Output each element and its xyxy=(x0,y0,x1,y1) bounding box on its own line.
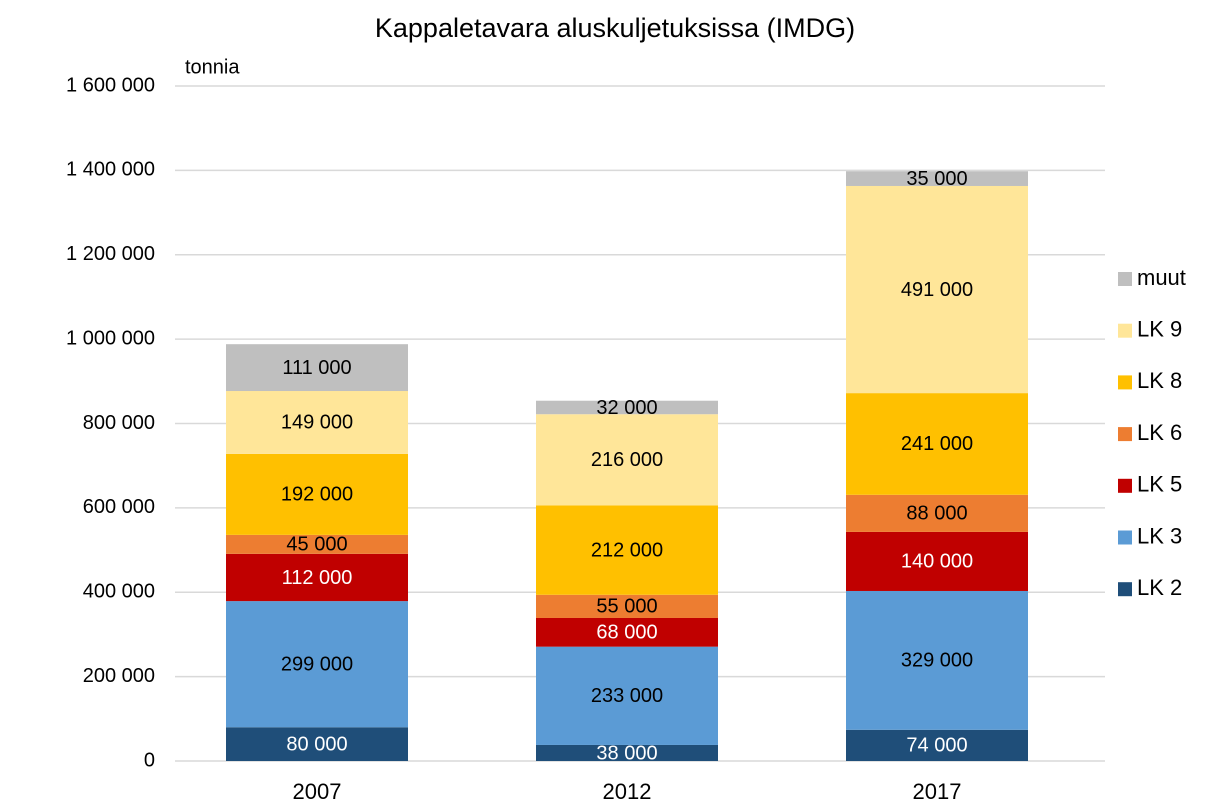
legend-swatch xyxy=(1118,375,1132,390)
data-label: 140 000 xyxy=(901,551,973,573)
bar-segment xyxy=(846,590,1028,730)
data-label: 329 000 xyxy=(901,650,973,672)
bar-segment xyxy=(226,601,408,728)
y-tick-label: 600 000 xyxy=(83,496,155,518)
legend-label: LK 6 xyxy=(1137,420,1182,445)
y-tick-label: 1 400 000 xyxy=(66,159,155,181)
data-label: 35 000 xyxy=(906,168,967,190)
data-label: 233 000 xyxy=(591,685,663,707)
data-label: 111 000 xyxy=(282,357,351,379)
legend-label: LK 8 xyxy=(1137,368,1182,393)
bar-segment xyxy=(536,414,718,506)
data-label: 241 000 xyxy=(901,433,973,455)
x-tick-label: 2012 xyxy=(603,779,652,804)
data-label: 32 000 xyxy=(596,397,657,419)
data-label: 45 000 xyxy=(286,534,347,556)
bar-segment xyxy=(846,185,1028,394)
y-tick-label: 1 000 000 xyxy=(66,327,155,349)
bar-segment xyxy=(226,727,408,761)
legend-swatch xyxy=(1118,272,1132,286)
legend-label: LK 9 xyxy=(1137,317,1182,342)
bar-segment xyxy=(536,505,718,595)
y-tick-label: 0 xyxy=(144,749,155,771)
data-label: 88 000 xyxy=(906,503,967,525)
bar-segment xyxy=(226,553,408,602)
legend-label: muut xyxy=(1137,265,1186,290)
legend-swatch xyxy=(1118,323,1132,338)
data-label: 38 000 xyxy=(596,742,657,764)
data-label: 491 000 xyxy=(901,279,973,301)
bar-segment xyxy=(226,391,408,454)
bar-segment xyxy=(536,617,718,647)
bar-segment xyxy=(536,400,718,415)
data-label: 80 000 xyxy=(286,733,347,755)
bar-segment xyxy=(536,646,718,745)
x-tick-label: 2017 xyxy=(913,779,962,804)
x-tick-label: 2007 xyxy=(293,779,342,804)
data-label: 68 000 xyxy=(596,622,657,644)
bar-segment xyxy=(846,729,1028,761)
legend-swatch xyxy=(1118,427,1132,442)
bar-segment xyxy=(846,531,1028,591)
data-label: 216 000 xyxy=(591,449,663,471)
data-label: 299 000 xyxy=(281,653,353,675)
legend-label: LK 2 xyxy=(1137,575,1182,600)
y-tick-label: 200 000 xyxy=(83,665,155,687)
legend-swatch xyxy=(1118,478,1132,493)
legend-label: LK 5 xyxy=(1137,472,1182,497)
legend-label: LK 3 xyxy=(1137,523,1182,548)
data-label: 149 000 xyxy=(281,412,353,434)
bar-segment xyxy=(226,534,408,554)
y-tick-label: 1 200 000 xyxy=(66,243,155,265)
y-tick-label: 1 600 000 xyxy=(66,74,155,96)
bar-segment xyxy=(226,453,408,535)
data-label: 212 000 xyxy=(591,539,663,561)
y-axis-label: tonnia xyxy=(185,56,240,78)
bar-segment xyxy=(846,393,1028,495)
y-tick-label: 800 000 xyxy=(83,412,155,434)
data-label: 74 000 xyxy=(906,735,967,757)
bar-segment xyxy=(846,171,1028,186)
chart-title: Kappaletavara aluskuljetuksissa (IMDG) xyxy=(375,13,855,43)
bar-segment xyxy=(226,344,408,392)
data-label: 192 000 xyxy=(281,484,353,506)
bar-segment xyxy=(536,594,718,618)
bar-segment xyxy=(536,744,718,761)
bar-segment xyxy=(846,494,1028,532)
data-label: 55 000 xyxy=(596,596,657,618)
data-label: 112 000 xyxy=(282,567,353,589)
y-tick-label: 400 000 xyxy=(83,581,155,603)
legend-swatch xyxy=(1118,530,1132,545)
legend-swatch xyxy=(1118,582,1132,597)
